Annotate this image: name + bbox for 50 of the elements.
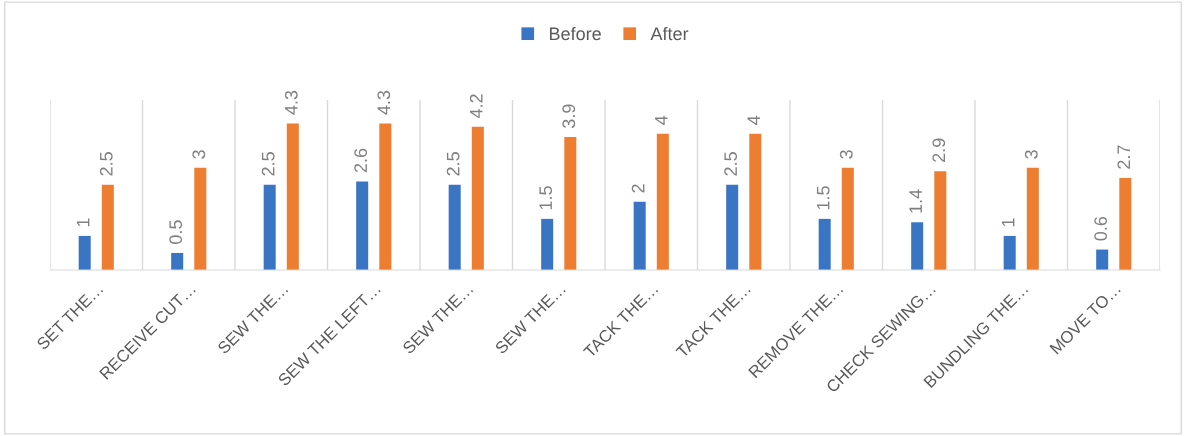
data-label: 3 — [1024, 150, 1038, 159]
bar — [911, 222, 924, 270]
bar — [749, 133, 762, 270]
bar — [564, 137, 577, 270]
data-label: 0.6 — [1094, 216, 1108, 241]
bar — [78, 235, 91, 270]
legend-label: After — [650, 26, 689, 41]
bar — [471, 126, 484, 270]
bar — [541, 218, 554, 270]
data-label: 4 — [655, 115, 668, 125]
bar — [194, 167, 207, 270]
data-label: 2.5 — [446, 152, 460, 176]
bar — [448, 184, 461, 270]
bar — [726, 184, 739, 270]
data-label: 1 — [1001, 218, 1015, 227]
data-label: 1.5 — [539, 186, 553, 210]
bar — [101, 184, 114, 270]
data-label: 3 — [192, 150, 206, 159]
data-label: 2.5 — [724, 152, 738, 176]
bar — [286, 123, 299, 270]
data-label: 4 — [747, 115, 760, 125]
data-label: 4.3 — [377, 90, 391, 115]
bar — [1003, 235, 1016, 270]
data-label: 2 — [631, 184, 645, 193]
data-label: 1.4 — [909, 189, 922, 213]
data-label: 4.3 — [284, 90, 298, 115]
bar — [1096, 249, 1109, 270]
legend-label: Before — [549, 26, 601, 41]
data-label: 0.5 — [169, 220, 183, 244]
data-label: 2.9 — [932, 138, 946, 162]
bar — [656, 133, 669, 270]
data-label: 2.5 — [261, 152, 275, 176]
bar — [263, 184, 276, 270]
bar — [818, 218, 831, 270]
data-label: 2.5 — [99, 152, 113, 176]
bar — [934, 171, 947, 270]
data-label: 3.9 — [562, 104, 576, 129]
data-label: 2.7 — [1117, 145, 1130, 169]
bar — [633, 201, 646, 270]
data-label: 1.5 — [816, 186, 830, 210]
bar — [841, 167, 854, 270]
bar — [171, 252, 184, 270]
bar — [379, 123, 392, 270]
bar — [1026, 167, 1039, 270]
bar — [356, 181, 369, 270]
data-label: 3 — [839, 150, 853, 159]
data-label: 4.2 — [469, 94, 483, 119]
data-label: 2.6 — [354, 148, 368, 173]
data-label: 1 — [76, 218, 90, 227]
bar — [1119, 177, 1132, 270]
